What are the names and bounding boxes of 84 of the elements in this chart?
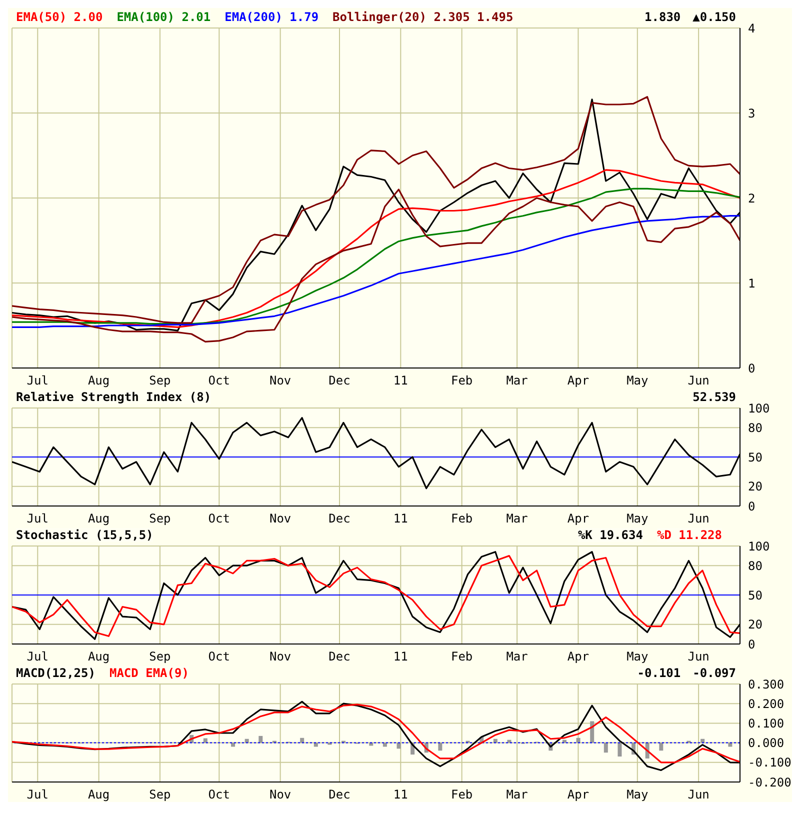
x-tick-label: Jun xyxy=(688,374,710,388)
x-tick-label: Oct xyxy=(208,788,230,802)
y-tick-label: 80 xyxy=(748,420,762,435)
x-tick-label: 11 xyxy=(393,512,408,526)
x-tick-label: Jul xyxy=(26,374,48,388)
x-tick-label: May xyxy=(626,374,648,388)
y-tick-label: 1 xyxy=(748,276,756,290)
x-tick-label: Aug xyxy=(88,650,110,664)
x-tick-label: Apr xyxy=(567,650,590,664)
text: 52.539 xyxy=(692,390,736,404)
x-tick-label: Feb xyxy=(450,788,473,802)
chart-title: Stochastic (15,5,5) xyxy=(16,528,154,542)
y-tick-label: 4 xyxy=(748,21,756,36)
x-tick-label: 11 xyxy=(393,788,408,802)
x-tick-label: Jul xyxy=(26,788,48,802)
x-tick-label: Aug xyxy=(88,788,110,802)
y-tick-label: 0.300 xyxy=(748,677,784,692)
x-tick-label: Apr xyxy=(567,374,590,388)
x-tick-label: Aug xyxy=(88,374,110,388)
x-tick-label: Sep xyxy=(149,374,171,388)
y-tick-label: 0.000 xyxy=(748,736,784,750)
x-tick-label: Apr xyxy=(567,788,590,802)
text: Bollinger(20) 2.305 1.495 xyxy=(332,10,514,24)
x-tick-label: Nov xyxy=(269,512,292,526)
x-tick-label: Dec xyxy=(328,788,350,802)
x-tick-label: Oct xyxy=(208,512,230,526)
series-label: %K 19.634 xyxy=(578,528,643,542)
y-tick-label: -0.200 xyxy=(748,775,792,790)
x-tick-label: Aug xyxy=(88,512,110,526)
y-tick-label: 0.100 xyxy=(748,716,784,730)
text: -0.101 xyxy=(637,666,681,680)
y-tick-label: 50 xyxy=(748,450,762,464)
text: EMA(100) 2.01 xyxy=(116,10,211,24)
y-tick-label: 0.200 xyxy=(748,696,784,711)
y-tick-label: 50 xyxy=(748,588,762,602)
text: -0.097 xyxy=(692,666,736,680)
y-tick-label: 20 xyxy=(748,618,762,632)
text: MACD EMA(9) xyxy=(109,666,189,680)
x-tick-label: Mar xyxy=(506,374,528,388)
text: ▲0.150 xyxy=(692,10,736,24)
x-tick-label: Sep xyxy=(149,650,171,664)
y-tick-label: 2 xyxy=(748,191,756,206)
x-tick-label: Feb xyxy=(450,374,473,388)
x-tick-label: Nov xyxy=(269,788,292,802)
x-tick-label: Jul xyxy=(26,650,48,664)
x-tick-label: Jul xyxy=(26,512,48,526)
x-tick-label: Jun xyxy=(688,650,710,664)
y-tick-label: 0 xyxy=(748,361,756,376)
y-tick-label: 100 xyxy=(748,539,770,554)
y-tick-label: 80 xyxy=(748,558,762,573)
y-tick-label: -0.100 xyxy=(748,756,792,770)
y-tick-label: 3 xyxy=(748,106,756,120)
y-tick-label: 20 xyxy=(748,480,762,494)
x-tick-label: Nov xyxy=(269,374,292,388)
x-tick-label: Jun xyxy=(688,512,710,526)
x-tick-label: May xyxy=(626,512,648,526)
x-tick-label: Mar xyxy=(506,650,528,664)
x-tick-label: Mar xyxy=(506,512,528,526)
x-tick-label: Mar xyxy=(506,788,528,802)
x-tick-label: 11 xyxy=(393,374,408,388)
text: EMA(200) 1.79 xyxy=(224,10,319,24)
x-tick-label: Feb xyxy=(450,512,473,526)
x-tick-label: Oct xyxy=(208,374,230,388)
x-tick-label: Apr xyxy=(567,512,590,526)
text: 1.830 xyxy=(644,10,681,24)
x-tick-label: May xyxy=(626,650,648,664)
x-tick-label: May xyxy=(626,788,648,802)
x-tick-label: 11 xyxy=(393,650,408,664)
y-tick-label: 0 xyxy=(748,499,756,514)
text: %D 11.228 xyxy=(656,528,722,542)
text: EMA(50) 2.00 xyxy=(16,10,103,24)
x-tick-label: Dec xyxy=(328,512,350,526)
y-tick-label: 0 xyxy=(748,637,756,652)
x-tick-label: Dec xyxy=(328,650,350,664)
x-tick-label: Dec xyxy=(328,374,350,388)
text: MACD(12,25) xyxy=(16,666,96,680)
x-tick-label: Feb xyxy=(450,650,473,664)
x-tick-label: Sep xyxy=(149,788,171,802)
x-tick-label: Oct xyxy=(208,650,230,664)
chart-title: Relative Strength Index (8) xyxy=(16,390,212,404)
x-tick-label: Nov xyxy=(269,650,292,664)
x-tick-label: Sep xyxy=(149,512,171,526)
x-tick-label: Jun xyxy=(688,788,710,802)
y-tick-label: 100 xyxy=(748,401,770,416)
